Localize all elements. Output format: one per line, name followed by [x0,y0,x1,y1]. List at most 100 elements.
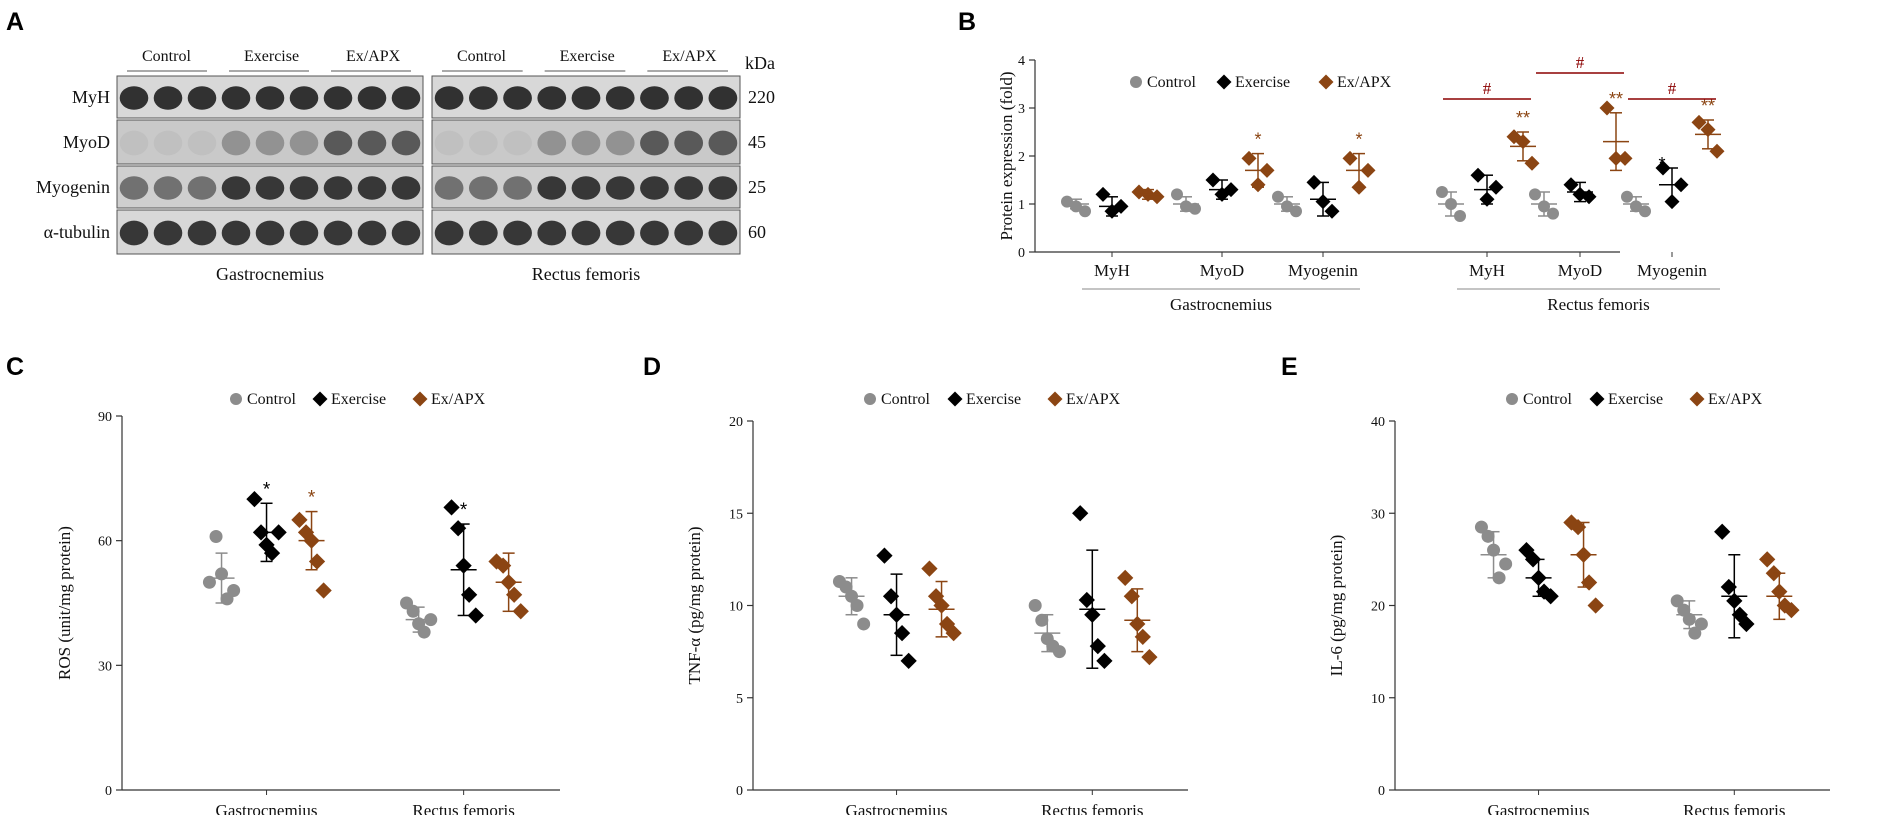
y-axis-title: TNF-α (pg/mg protein) [685,526,704,684]
data-point [1639,205,1651,218]
blot-band [391,86,421,110]
y-tick-label: 2 [1018,150,1025,165]
legend-marker-1 [312,391,328,407]
data-point [1547,207,1559,220]
significance-star: ** [1701,96,1715,116]
data-point [1474,520,1488,534]
blot-condition-label: Control [457,48,506,65]
blot-band [255,176,285,200]
data-point [1563,177,1579,193]
y-tick-label: 1 [1018,198,1025,213]
blot-band [187,220,217,246]
x-tick-label: MyH [1094,261,1130,280]
blot-band [674,220,704,246]
data-point [1783,601,1800,619]
data-point [1078,591,1095,609]
panel-letter-c: C [6,353,24,381]
data-point [1117,569,1134,586]
blot-band [537,130,567,156]
legend-label-2: Ex/APX [1708,391,1763,408]
blot-band [503,220,532,246]
x-tick-label: Myogenin [1288,261,1358,280]
blot-band [153,86,183,110]
legend-label-0: Control [1147,74,1196,91]
panel-letter-d: D [643,353,661,381]
data-point [1470,167,1486,183]
blot-band [289,130,319,156]
blot-band [119,86,149,110]
blot-protein-label: MyH [72,87,110,107]
data-point [506,586,523,603]
blot-band [323,86,353,110]
blot-band [571,86,601,110]
data-point [1205,172,1221,188]
legend-marker-0 [230,393,242,405]
blot-band [708,220,738,246]
legend-marker-0 [1130,76,1142,88]
data-point [1241,150,1257,166]
x-tick-label: Myogenin [1637,261,1707,280]
data-point [1599,100,1615,116]
blot-condition-label: Exercise [244,48,299,65]
y-axis-title: ROS (unit/mg protein) [55,526,74,680]
data-point [315,582,332,599]
hash-mark: # [1483,79,1492,98]
blot-band [674,86,704,110]
data-point [461,586,478,603]
blot-band [391,130,421,156]
group-label: Gastrocnemius [1170,295,1272,314]
blot-weight-label: 25 [748,177,766,197]
y-tick-label: 5 [736,692,743,707]
blot-band [537,176,567,200]
blot-band [708,176,738,200]
data-point [512,603,529,620]
blot-condition-label: Ex/APX [662,48,717,65]
data-point [1290,205,1302,218]
legend-label-0: Control [1523,391,1572,408]
legend-marker-2 [1689,391,1705,407]
data-point [495,557,512,574]
blot-band [289,220,319,246]
blot-band [674,130,704,156]
blot-band [434,220,464,246]
data-point [406,604,420,618]
data-point [202,575,216,589]
blot-band [434,130,464,156]
blot-band [605,86,635,110]
data-point [1720,578,1737,596]
significance-star: * [263,479,271,500]
blot-band [468,220,498,246]
data-point [1488,179,1504,195]
data-point [921,560,938,577]
data-point [1524,155,1540,171]
blot-band [221,130,251,156]
blot-band [119,176,149,200]
significance-star: * [1254,130,1261,150]
blot-weight-label: 60 [748,222,766,242]
data-point [1759,551,1776,568]
legend-marker-0 [864,393,876,405]
legend-marker-2 [1318,74,1334,90]
chart-c-ros: 0 30 60 90 ROS (unit/mg protein) Control Exerc… [55,391,560,815]
significance-star: * [460,500,468,521]
blot-band [221,220,251,246]
data-point [1542,588,1559,605]
blot-band [434,86,464,110]
blot-band [221,86,251,110]
data-point [1095,186,1111,202]
data-point [1670,594,1684,608]
panel-letter-e: E [1281,353,1298,381]
y-tick-label: 0 [1018,246,1025,261]
legend-label-1: Exercise [1608,391,1663,408]
blot-band [605,176,635,200]
data-point [850,599,864,612]
data-point [1079,205,1091,218]
data-point [1324,203,1340,219]
legend-label-2: Ex/APX [1337,74,1392,91]
data-point [1499,557,1513,571]
blot-band [571,130,601,156]
panel-letter-b: B [958,8,976,36]
data-point [1655,160,1671,176]
data-point [1714,523,1731,540]
